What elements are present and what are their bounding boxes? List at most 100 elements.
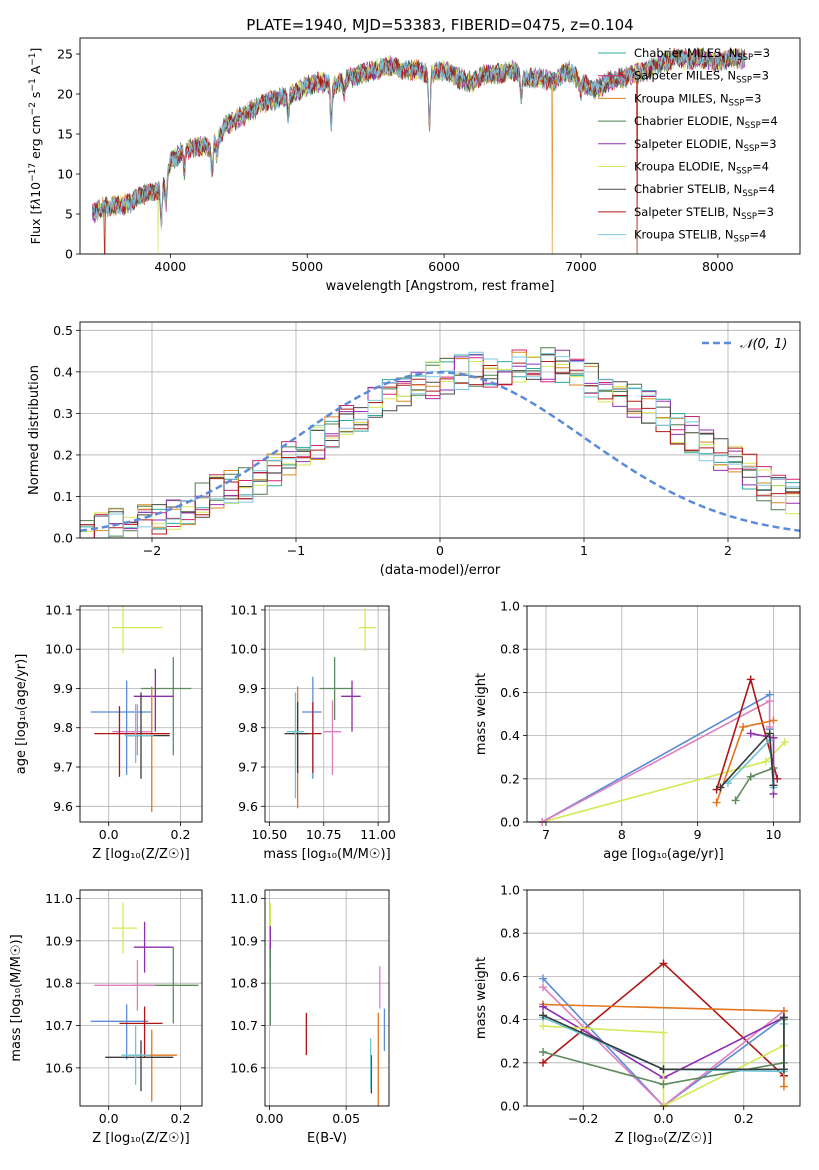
y-tick-label: 0.3: [53, 406, 73, 421]
weight-marker: [539, 1022, 548, 1031]
y-tick-label: 9.9: [53, 681, 73, 696]
x-axis-label: wavelength [Angstrom, rest frame]: [326, 279, 555, 294]
weight-marker: [539, 983, 548, 992]
y-tick-label: 0.8: [500, 926, 520, 941]
weight-marker: [746, 729, 755, 738]
y-tick-label: 0.2: [500, 1055, 520, 1070]
y-tick-label: 0.2: [53, 447, 73, 462]
figure-title: PLATE=1940, MJD=53383, FIBERID=0475, z=0…: [246, 16, 633, 34]
y-tick-label: 20: [57, 87, 73, 102]
y-tick-label: 10.9: [45, 933, 73, 948]
histogram-salpeter-miles: [80, 349, 800, 538]
y-axis-label: Normed distribution: [27, 365, 42, 495]
y-tick-label: 10.0: [230, 642, 258, 657]
weight-marker: [539, 1058, 548, 1067]
legend-label: Salpeter ELODIE, NSSP=3: [634, 137, 777, 154]
y-tick-label: 10.8: [45, 976, 73, 991]
y-tick-label: 10.1: [230, 602, 258, 617]
error-point: [130, 1029, 177, 1102]
weight-marker: [539, 1002, 548, 1011]
axes-frame: [264, 889, 390, 1107]
y-axis-label: Flux [fλ10−17 erg cm−2 s−1 A−1]: [28, 48, 43, 245]
error-point: [341, 680, 361, 732]
y-axis-label: mass weight: [474, 957, 489, 1039]
error-point: [94, 706, 170, 777]
x-tick-label: 0.0: [654, 1111, 674, 1126]
y-tick-label: 9.6: [53, 799, 73, 814]
y-tick-label: 0.4: [53, 364, 73, 379]
spectrum-line-kroupa-stelib: [91, 49, 746, 228]
error-point: [323, 700, 342, 775]
legend-label: Chabrier ELODIE, NSSP=4: [634, 114, 778, 131]
mass_vs_Z-content: [90, 902, 199, 1102]
x-tick-label: 7000: [565, 259, 597, 274]
weight-marker: [780, 738, 789, 747]
histogram-kroupa-miles: [80, 351, 800, 538]
y-axis-label: mass [log₁₀(M/M☉)]: [9, 934, 24, 1061]
x-tick-label: −1: [287, 543, 305, 558]
weight-marker: [716, 783, 725, 792]
x-tick-label: −2: [143, 543, 161, 558]
weight-marker: [765, 729, 774, 738]
legend-label: Salpeter MILES, NSSP=3: [634, 69, 769, 86]
error-point: [299, 702, 322, 773]
y-tick-label: 0.0: [53, 531, 73, 546]
spectrum-content: [91, 46, 746, 254]
x-axis-label: Z [log₁₀(Z/Z☉)]: [92, 847, 189, 862]
histogram-chabrier-stelib: [80, 354, 800, 538]
age_vs_Z-panel: 0.0 0.2 9.6 9.7 9.8 9.9 10.0 10.1 Z [log₁₀(Z/Z☉)…: [14, 602, 203, 862]
y-tick-label: 25: [57, 47, 73, 62]
spectrum-panel: 4000 5000 6000 7000 8000 0 5 10 15 20 25 wavelength…: [28, 37, 801, 294]
age_vs_Z-content: [90, 606, 192, 813]
error-point: [123, 686, 170, 813]
weight-line: [734, 767, 774, 801]
weight-marker: [769, 716, 778, 725]
y-tick-label: 0.2: [500, 771, 520, 786]
x-tick-label: 5000: [291, 259, 323, 274]
axes-frame: [264, 605, 390, 823]
y-tick-label: 0.8: [500, 642, 520, 657]
x-axis-label: mass [log₁₀(M/M☉)]: [263, 847, 390, 862]
weight-marker: [779, 1082, 788, 1091]
x-tick-label: 0.2: [734, 1111, 754, 1126]
weight-marker: [779, 1013, 788, 1022]
error-point: [119, 1006, 163, 1058]
histogram-kroupa-elodie: [80, 356, 800, 538]
x-tick-label: 6000: [428, 259, 460, 274]
x-tick-label: 0.2: [171, 1111, 191, 1126]
weight-marker: [539, 974, 548, 983]
x-tick-label: 10.75: [306, 827, 342, 842]
y-tick-label: 10.7: [230, 1018, 258, 1033]
y-tick-label: 10.7: [45, 1018, 73, 1033]
x-tick-label: 0.0: [99, 1111, 119, 1126]
weight_vs_age-panel: 7 8 9 10 0.0 0.2 0.4 0.6 0.8 1.0 age [log₁₀(age/yr…: [474, 599, 801, 862]
y-tick-label: 0.6: [500, 685, 520, 700]
weight_vs_age-content: [538, 675, 789, 826]
legend-label: Kroupa MILES, NSSP=3: [634, 91, 761, 108]
y-tick-label: 1.0: [500, 883, 520, 898]
weight-line: [542, 1014, 785, 1071]
axes-frame: [526, 889, 801, 1107]
error-point: [286, 692, 305, 799]
weight-marker: [773, 774, 782, 783]
error-point: [90, 1004, 149, 1060]
axes-frame: [79, 321, 801, 539]
axes-frame: [79, 889, 203, 1107]
x-tick-label: 0.0: [99, 827, 119, 842]
y-tick-label: 0.1: [53, 489, 73, 504]
x-axis-label: age [log₁₀(age/yr)]: [603, 847, 724, 862]
weight-marker: [746, 772, 755, 781]
weight-marker: [761, 757, 770, 766]
x-tick-label: 7: [542, 827, 550, 842]
y-tick-label: 9.7: [53, 760, 73, 775]
error-point: [358, 607, 376, 652]
weight-marker: [712, 798, 721, 807]
y-tick-label: 0.4: [500, 728, 520, 743]
error-point: [124, 704, 154, 764]
error-point: [319, 657, 353, 720]
error-point: [112, 606, 163, 654]
x-tick-label: 8000: [702, 259, 734, 274]
x-tick-label: 10: [766, 827, 782, 842]
error-point: [288, 686, 311, 809]
weight-marker: [739, 722, 748, 731]
